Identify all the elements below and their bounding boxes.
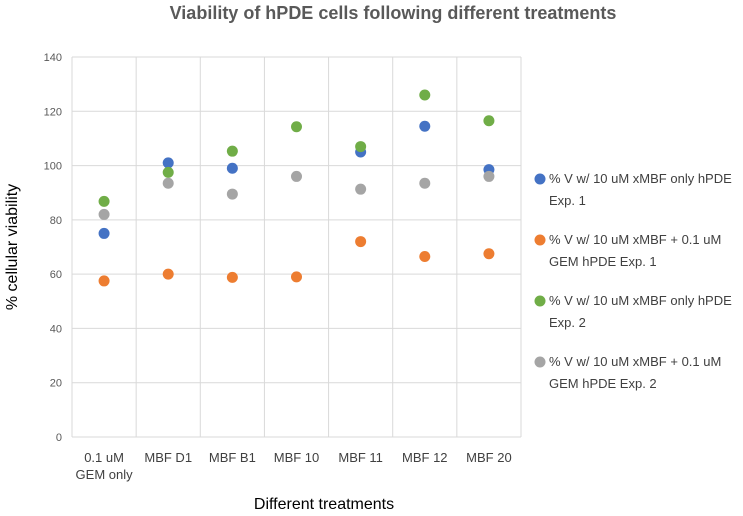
y-tick-label: 120 bbox=[44, 106, 62, 118]
x-tick-label: 0.1 uM bbox=[84, 450, 124, 465]
data-point bbox=[98, 275, 110, 287]
data-point bbox=[162, 177, 174, 189]
data-point bbox=[226, 188, 238, 200]
legend-marker bbox=[534, 356, 546, 368]
chart-title: Viability of hPDE cells following differ… bbox=[170, 3, 617, 23]
legend: % V w/ 10 uM xMBF only hPDE Exp. 1 % V w/ … bbox=[534, 171, 732, 391]
data-point bbox=[162, 157, 174, 169]
y-tick-label: 140 bbox=[44, 52, 62, 64]
data-point bbox=[483, 170, 495, 182]
data-point bbox=[162, 166, 174, 178]
data-point bbox=[291, 121, 302, 133]
legend-label: GEM hPDE Exp. 1 bbox=[549, 254, 657, 269]
legend-marker bbox=[534, 234, 546, 246]
data-point bbox=[162, 268, 174, 280]
y-tick-label: 60 bbox=[50, 269, 62, 281]
data-point bbox=[226, 145, 238, 157]
data-point bbox=[98, 208, 110, 220]
y-tick-label: 80 bbox=[50, 215, 62, 227]
data-point bbox=[419, 251, 431, 262]
data-point bbox=[419, 89, 431, 101]
data-point bbox=[419, 120, 431, 132]
y-tick-label: 20 bbox=[50, 378, 62, 390]
x-axis-title: Different treatments bbox=[254, 496, 394, 513]
plot-area: 0 20 40 60 80 100 120 140 0.1 uM GEM only MBF D1 MB… bbox=[44, 52, 522, 482]
y-tick-label: 40 bbox=[50, 323, 62, 335]
data-point bbox=[226, 162, 238, 174]
data-point bbox=[98, 195, 110, 207]
data-point bbox=[483, 248, 495, 260]
data-point bbox=[291, 170, 302, 182]
data-point bbox=[291, 271, 302, 283]
x-tick-label: MBF 12 bbox=[402, 450, 448, 465]
x-tick-label: MBF B1 bbox=[209, 450, 256, 465]
legend-label: % V w/ 10 uM xMBF + 0.1 uM bbox=[549, 232, 721, 247]
y-axis-title: % cellular viability bbox=[4, 184, 21, 310]
data-point bbox=[419, 177, 431, 189]
legend-marker bbox=[534, 173, 546, 185]
legend-label: % V w/ 10 uM xMBF only hPDE bbox=[549, 171, 732, 186]
legend-marker bbox=[534, 295, 546, 307]
legend-label: GEM hPDE Exp. 2 bbox=[549, 376, 657, 391]
data-point bbox=[355, 183, 367, 195]
x-tick-label: MBF 10 bbox=[274, 450, 320, 465]
data-point bbox=[226, 271, 238, 283]
legend-label: % V w/ 10 uM xMBF only hPDE bbox=[549, 293, 732, 308]
data-point bbox=[483, 115, 495, 127]
data-point bbox=[355, 236, 367, 248]
y-tick-label: 100 bbox=[44, 161, 62, 173]
x-tick-label: GEM only bbox=[76, 467, 134, 482]
legend-label: Exp. 2 bbox=[549, 315, 586, 330]
x-tick-label: MBF 11 bbox=[338, 450, 383, 465]
legend-label: % V w/ 10 uM xMBF + 0.1 uM bbox=[549, 354, 721, 369]
x-tick-label: MBF 20 bbox=[466, 450, 512, 465]
y-tick-label: 0 bbox=[56, 432, 62, 444]
x-tick-label: MBF D1 bbox=[144, 450, 192, 465]
data-point bbox=[98, 227, 110, 239]
data-point bbox=[355, 141, 367, 153]
legend-label: Exp. 1 bbox=[549, 193, 586, 208]
